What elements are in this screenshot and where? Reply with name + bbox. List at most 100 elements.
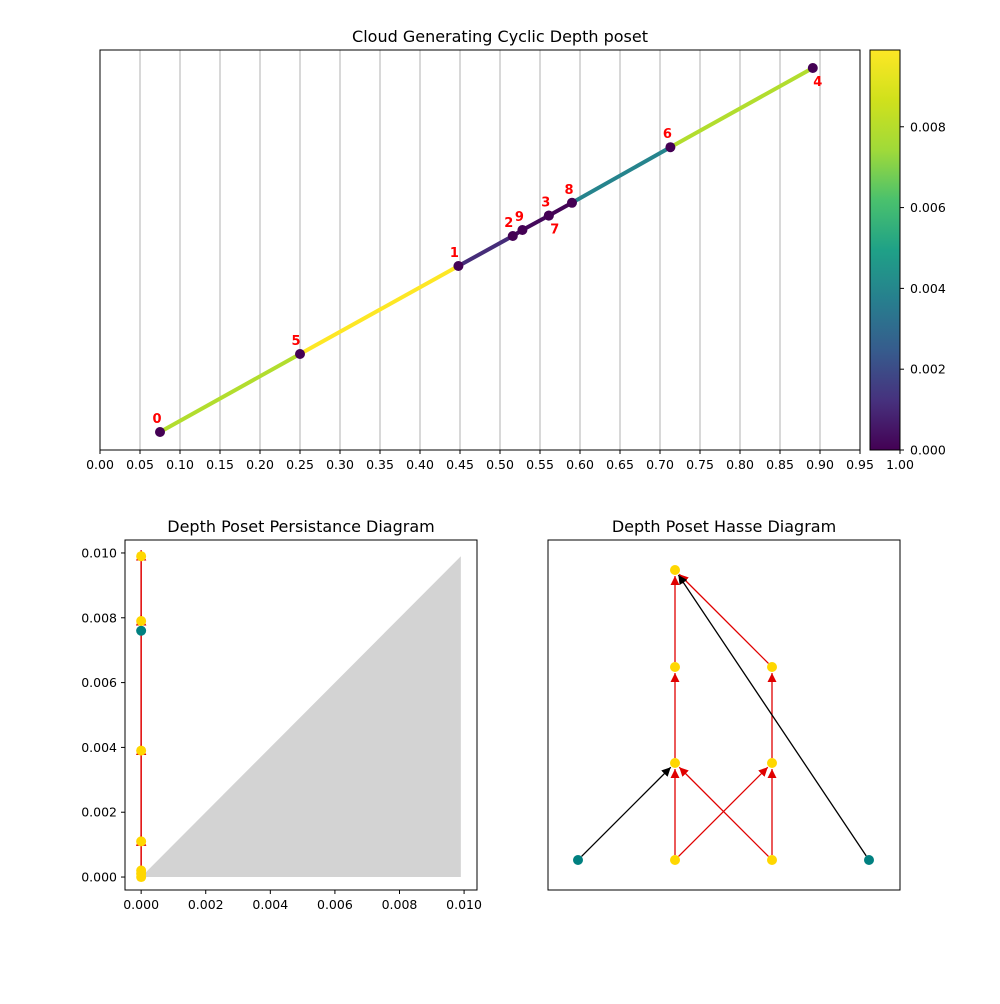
persistence-x-axis: 0.000 0.002 0.004 0.006 0.008 0.010 (123, 890, 482, 912)
x-tick-label: 0.95 (846, 457, 874, 472)
point-label-4: 4 (813, 75, 822, 90)
point-5 (295, 349, 305, 359)
segment-8-6 (571, 145, 672, 205)
cloud-chart-points (155, 63, 818, 437)
persistence-y-axis: 0.000 0.002 0.004 0.006 0.008 0.010 (81, 545, 125, 885)
x-tick-label: 0.50 (486, 457, 514, 472)
persistence-diagram-title: Depth Poset Persistance Diagram (167, 517, 434, 536)
hasse-node-b (670, 855, 680, 865)
colorbar-tick-label: 0.002 (910, 362, 946, 377)
x-tick-label: 1.00 (886, 457, 914, 472)
persistence-diagram: Depth Poset Persistance Diagram 0.000 0.0… (81, 517, 482, 912)
x-tick-label: 0.30 (326, 457, 354, 472)
point-0 (155, 427, 165, 437)
segment-6-4 (669, 66, 814, 149)
x-tick-label: 0.25 (286, 457, 314, 472)
hasse-edges (581, 573, 867, 857)
persistence-points (136, 551, 147, 883)
diagonal-region (141, 556, 461, 878)
persistence-diagonal-region (141, 556, 461, 878)
persistence-point (136, 865, 147, 876)
x-tick-label: 0.15 (206, 457, 234, 472)
point-label-2: 2 (504, 216, 513, 231)
point-1 (453, 261, 464, 271)
x-tick-label: 0.85 (766, 457, 794, 472)
segment-1-2 (457, 234, 514, 268)
point-7 (543, 210, 554, 221)
x-tick-label: 0.55 (526, 457, 554, 472)
x-tick-label: 0.40 (406, 457, 434, 472)
cloud-chart-frame (99, 49, 861, 451)
cloud-chart: Cloud Generating Cyclic Depth poset 0.00… (86, 27, 946, 472)
hasse-diagram-title: Depth Poset Hasse Diagram (612, 517, 836, 536)
hasse-nodes (573, 565, 874, 865)
persistence-point (136, 616, 147, 627)
x-tick-label: 0.00 (86, 457, 114, 472)
point-label-0: 0 (152, 412, 161, 427)
hasse-edge-c-e (678, 766, 769, 857)
segment-9-3 (521, 213, 550, 232)
hasse-diagram: Depth Poset Hasse Diagram (547, 517, 901, 891)
point-label-5: 5 (291, 334, 300, 349)
point-label-6: 6 (663, 127, 672, 142)
cloud-chart-point-labels: 0 5 1 2 9 37 8 6 4 (152, 75, 822, 427)
x-tick-label: 0.004 (252, 897, 288, 912)
x-tick-label: 0.002 (188, 897, 224, 912)
hasse-edge-h-i (678, 573, 769, 664)
y-tick-label: 0.004 (81, 740, 117, 755)
point-2 (507, 231, 518, 241)
point-4 (807, 63, 818, 73)
y-tick-label: 0.000 (81, 870, 117, 885)
persistence-point (136, 745, 147, 756)
segment-0-5 (159, 352, 301, 434)
hasse-diagram-frame (547, 539, 901, 891)
hasse-node-e (670, 758, 680, 768)
point-6 (665, 142, 676, 153)
point-8 (567, 197, 577, 208)
hasse-edge-a-e (581, 766, 672, 857)
x-tick-label: 0.000 (123, 897, 159, 912)
cloud-chart-title: Cloud Generating Cyclic Depth poset (352, 27, 648, 46)
hasse-node-a (573, 855, 583, 865)
persistence-diagram-frame (124, 539, 478, 891)
x-tick-label: 0.05 (126, 457, 154, 472)
x-tick-label: 0.45 (446, 457, 474, 472)
cloud-chart-grid (139, 50, 821, 450)
x-tick-label: 0.90 (806, 457, 834, 472)
colorbar-tick-label: 0.006 (910, 200, 946, 215)
point-label-8: 8 (564, 183, 573, 198)
colorbar-tick-label: 0.008 (910, 119, 946, 134)
point-label-1: 1 (450, 246, 459, 261)
hasse-node-d (864, 855, 874, 865)
x-tick-label: 0.70 (646, 457, 674, 472)
x-tick-label: 0.75 (686, 457, 714, 472)
colorbar (869, 49, 901, 451)
x-tick-label: 0.006 (317, 897, 353, 912)
hasse-edge-d-i (677, 574, 867, 857)
y-tick-label: 0.006 (81, 675, 117, 690)
x-tick-label: 0.10 (166, 457, 194, 472)
persistence-point (136, 625, 147, 636)
colorbar-tick-label: 0.000 (910, 443, 946, 458)
y-tick-label: 0.010 (81, 545, 117, 560)
point-label-9: 9 (515, 210, 524, 225)
colorbar-axis: 0.000 0.002 0.004 0.006 0.008 (900, 119, 946, 458)
point-9 (517, 225, 528, 235)
x-tick-label: 0.60 (566, 457, 594, 472)
hasse-node-c (767, 855, 777, 865)
persistence-point (136, 551, 147, 562)
segment-5-1 (299, 264, 460, 356)
x-tick-label: 0.65 (606, 457, 634, 472)
cloud-chart-segments (159, 66, 814, 434)
y-tick-label: 0.008 (81, 610, 117, 625)
hasse-node-i (670, 565, 680, 575)
x-tick-label: 0.80 (726, 457, 754, 472)
persistence-point (136, 836, 147, 847)
colorbar-tick-label: 0.004 (910, 281, 946, 296)
y-tick-label: 0.002 (81, 805, 117, 820)
hasse-node-g (670, 662, 680, 672)
x-tick-label: 0.008 (382, 897, 418, 912)
cloud-chart-x-axis: 0.00 0.05 0.10 0.15 0.20 0.25 0.30 0.35 0.40 0.45… (86, 450, 914, 472)
x-tick-label: 0.35 (366, 457, 394, 472)
